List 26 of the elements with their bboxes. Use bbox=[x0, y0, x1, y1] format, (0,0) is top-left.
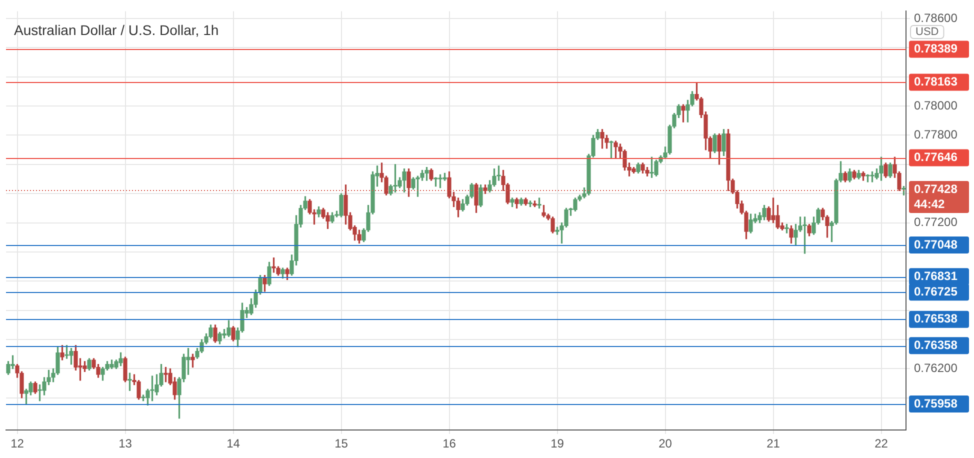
ref-line-label: 0.75958 bbox=[914, 396, 958, 410]
y-tick-label: 0.78600 bbox=[914, 10, 958, 25]
x-tick-label: 19 bbox=[550, 436, 564, 451]
ref-line-label: 0.76831 bbox=[914, 268, 958, 283]
x-tick-label: 12 bbox=[10, 436, 24, 451]
ref-line-label: 0.77646 bbox=[914, 150, 958, 164]
ref-line-label: 0.78389 bbox=[914, 42, 958, 56]
y-tick-label: 0.76200 bbox=[914, 361, 958, 376]
x-tick-label: 14 bbox=[226, 436, 240, 451]
ref-line-label: 0.78163 bbox=[914, 74, 958, 89]
ref-line-label: 0.77428 44:42 bbox=[914, 182, 958, 211]
x-tick-label: 15 bbox=[334, 436, 348, 451]
x-tick-label: 21 bbox=[766, 436, 780, 451]
x-tick-label: 16 bbox=[442, 436, 456, 451]
x-tick-label: 13 bbox=[118, 436, 132, 451]
ref-line-label: 0.76358 bbox=[914, 338, 958, 352]
ref-line-label: 0.77048 bbox=[914, 237, 958, 252]
x-tick-label: 22 bbox=[874, 436, 888, 451]
ref-line-label: 0.76725 bbox=[914, 284, 958, 298]
text: USD bbox=[916, 26, 939, 38]
y-tick-label: 0.78000 bbox=[914, 98, 958, 112]
y-tick-label: 0.77200 bbox=[914, 215, 958, 230]
y-tick-label: 0.77800 bbox=[914, 128, 958, 142]
text: Australian Dollar / U.S. Dollar, 1h bbox=[14, 22, 219, 38]
ref-line-label: 0.76538 bbox=[914, 312, 958, 326]
x-tick-label: 20 bbox=[658, 436, 672, 451]
